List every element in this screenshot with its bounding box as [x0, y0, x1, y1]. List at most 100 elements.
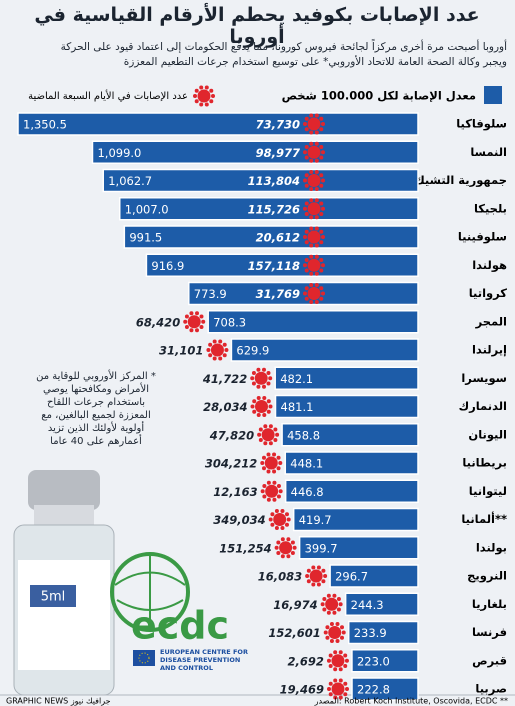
virus-spike — [194, 88, 199, 93]
virus-spike — [272, 497, 277, 502]
virus-body — [307, 258, 321, 272]
virus-spike — [314, 141, 319, 146]
virus-spike — [311, 582, 316, 587]
value-label: 399.7 — [305, 541, 338, 555]
virus-body — [307, 117, 321, 131]
virus-spike — [314, 158, 319, 163]
case-label: 73,730 — [256, 118, 300, 132]
category-label: النرويج — [467, 569, 507, 584]
bar — [351, 677, 419, 701]
category-label: صربيا — [475, 682, 507, 696]
category-label: سلوفاكيا — [456, 117, 507, 132]
logo-caption: DISEASE PREVENTION — [160, 656, 240, 664]
virus-spike — [304, 155, 309, 160]
virus-spike — [314, 169, 319, 174]
virus-icon — [268, 508, 291, 531]
virus-spike — [314, 130, 319, 135]
virus-spike — [314, 113, 319, 118]
virus-icon — [326, 650, 349, 672]
virus-spike — [199, 314, 204, 319]
value-label: 629.9 — [236, 344, 269, 358]
virus-spike — [340, 625, 345, 630]
virus-spike — [266, 480, 271, 485]
category-label: ألمانيا** — [461, 511, 507, 526]
virus-spike — [280, 526, 285, 531]
value-label: 419.7 — [299, 513, 332, 527]
virus-spike — [212, 339, 217, 344]
virus-body — [307, 287, 321, 300]
bar — [145, 253, 419, 277]
bar — [207, 310, 419, 334]
virus-spike — [258, 438, 263, 443]
virus-spike — [309, 141, 314, 146]
virus-spike — [276, 455, 281, 460]
credit: GRAPHIC NEWS جرافيك نيوز — [6, 697, 111, 706]
virus-spike — [266, 409, 271, 414]
virus-spike — [329, 639, 334, 644]
virus-body — [273, 513, 287, 526]
virus-body — [328, 626, 342, 639]
virus-spike — [309, 169, 314, 174]
virus-body — [307, 202, 321, 216]
virus-spike — [286, 517, 291, 522]
category-label: هولندا — [472, 258, 507, 273]
virus-icon — [303, 226, 325, 248]
vial-label: 5ml — [41, 590, 66, 605]
virus-spike — [328, 664, 333, 669]
value-label: 233.9 — [354, 626, 387, 640]
title: عدد الإصابات بكوفيد يحطم الأرقام القياسي… — [34, 4, 480, 48]
virus-body — [309, 569, 323, 583]
logo-caption: AND CONTROL — [160, 664, 213, 672]
virus-spike — [280, 537, 285, 542]
virus-spike — [276, 466, 281, 471]
virus-spike — [258, 427, 263, 432]
category-label: جمهورية التشيك — [414, 173, 507, 188]
virus-spike — [266, 452, 271, 457]
value-label: 244.3 — [351, 598, 384, 612]
virus-icon — [206, 339, 229, 361]
virus-spike — [343, 653, 348, 658]
virus-spike — [338, 667, 343, 672]
case-label: 16,974 — [273, 598, 317, 612]
virus-spike — [268, 517, 273, 522]
category-label: قبرص — [472, 653, 507, 667]
case-label: 151,254 — [219, 541, 271, 555]
virus-spike — [309, 282, 314, 287]
bar — [118, 197, 419, 221]
virus-spike — [278, 461, 283, 465]
virus-spike — [327, 687, 332, 691]
virus-spike — [206, 348, 211, 352]
value-label: 481.1 — [281, 400, 314, 414]
virus-spike — [321, 178, 325, 183]
virus-spike — [309, 198, 314, 203]
virus-spike — [322, 596, 327, 601]
virus-spike — [292, 545, 297, 550]
virus-spike — [280, 554, 285, 559]
virus-spike — [250, 404, 255, 409]
virus-spike — [304, 144, 309, 149]
virus-spike — [199, 325, 204, 330]
case-label: 349,034 — [213, 513, 265, 527]
virus-spike — [323, 630, 328, 635]
virus-spike — [333, 650, 338, 655]
virus-spike — [261, 466, 266, 471]
virus-spike — [314, 198, 319, 203]
bar — [351, 649, 419, 673]
virus-spike — [314, 226, 319, 231]
virus-spike — [256, 395, 261, 400]
virus-spike — [333, 695, 338, 700]
legend-label: عدد الإصابات في الأيام السبعة الماضية — [28, 89, 188, 102]
virus-spike — [309, 300, 314, 305]
virus-icon — [320, 593, 343, 615]
virus-spike — [275, 432, 280, 437]
bar — [274, 394, 419, 419]
virus-icon — [323, 621, 346, 644]
virus-body — [331, 654, 345, 668]
category-label: كرواتيا — [469, 286, 508, 301]
value-label: 991.5 — [129, 231, 162, 245]
virus-spike — [266, 399, 271, 404]
case-label: 304,212 — [205, 457, 257, 471]
virus-spike — [262, 494, 267, 499]
virus-spike — [345, 687, 350, 691]
